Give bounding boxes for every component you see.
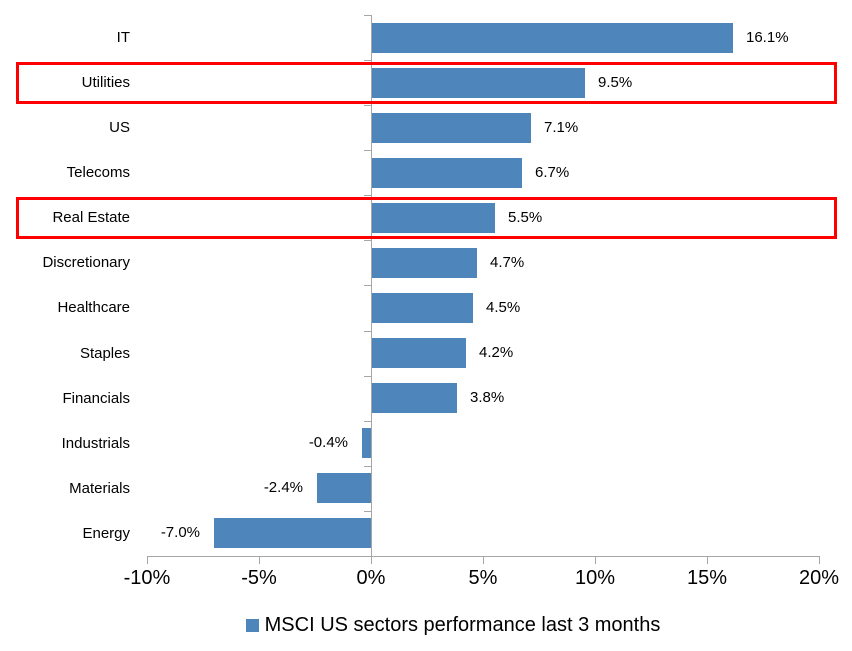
y-axis-tick: [364, 421, 371, 422]
category-label: Materials: [69, 480, 130, 497]
x-axis-tick: [147, 556, 148, 564]
legend-label: MSCI US sectors performance last 3 month…: [264, 613, 661, 636]
x-tick-label: 15%: [686, 567, 728, 589]
y-axis-tick: [364, 105, 371, 106]
highlight-box: [16, 197, 837, 239]
y-axis-tick: [364, 60, 371, 61]
y-axis-tick: [364, 285, 371, 286]
y-axis-tick: [364, 466, 371, 467]
category-label: IT: [116, 29, 130, 46]
y-axis-tick: [364, 240, 371, 241]
y-axis-tick: [364, 331, 371, 332]
category-label: Telecoms: [66, 164, 130, 181]
category-label: Real Estate: [52, 209, 130, 226]
value-label: -0.4%: [308, 434, 348, 451]
bar: [372, 113, 531, 143]
bar: [214, 518, 371, 548]
y-axis-tick: [364, 195, 371, 196]
bar: [372, 23, 733, 53]
value-label: 9.5%: [598, 74, 633, 91]
category-label: Industrials: [61, 435, 130, 452]
bar: [317, 473, 371, 503]
legend: MSCI US sectors performance last 3 month…: [0, 611, 852, 639]
legend-marker-icon: [245, 618, 259, 632]
y-axis-tick: [364, 150, 371, 151]
x-axis-tick: [595, 556, 596, 564]
x-tick-label: 0%: [356, 567, 386, 589]
y-axis-tick: [364, 376, 371, 377]
bar: [372, 383, 457, 413]
value-label: -2.4%: [263, 479, 303, 496]
bar: [362, 428, 371, 458]
x-axis-tick: [371, 556, 372, 564]
value-label: -7.0%: [160, 524, 200, 541]
bar: [372, 68, 585, 98]
value-label: 5.5%: [508, 209, 543, 226]
category-label: Healthcare: [57, 299, 130, 316]
x-axis-tick: [259, 556, 260, 564]
legend-entry: MSCI US sectors performance last 3 month…: [245, 613, 661, 637]
category-label: Utilities: [81, 74, 130, 91]
x-axis-tick: [483, 556, 484, 564]
x-axis-tick: [819, 556, 820, 564]
x-tick-label: 10%: [574, 567, 616, 589]
value-label: 7.1%: [544, 119, 579, 136]
x-tick-label: 20%: [798, 567, 840, 589]
y-axis-tick: [364, 15, 371, 16]
category-label: Energy: [82, 525, 130, 542]
value-label: 4.2%: [479, 344, 514, 361]
bar: [372, 203, 495, 233]
y-axis-tick: [364, 511, 371, 512]
x-tick-label: 5%: [468, 567, 498, 589]
bar: [372, 158, 522, 188]
x-tick-label: -5%: [241, 567, 277, 589]
value-label: 4.7%: [490, 254, 525, 271]
value-label: 4.5%: [486, 299, 521, 316]
x-axis-tick: [707, 556, 708, 564]
category-label: US: [109, 119, 130, 136]
y-axis: [371, 15, 372, 556]
category-label: Financials: [62, 390, 130, 407]
bar: [372, 248, 477, 278]
category-label: Staples: [79, 345, 130, 362]
category-label: Discretionary: [42, 254, 130, 271]
value-label: 3.8%: [470, 389, 505, 406]
value-label: 6.7%: [535, 164, 570, 181]
value-label: 16.1%: [746, 29, 789, 46]
highlight-box: [16, 62, 837, 104]
x-tick-label: -10%: [123, 567, 171, 589]
bar: [372, 293, 473, 323]
bar: [372, 338, 466, 368]
